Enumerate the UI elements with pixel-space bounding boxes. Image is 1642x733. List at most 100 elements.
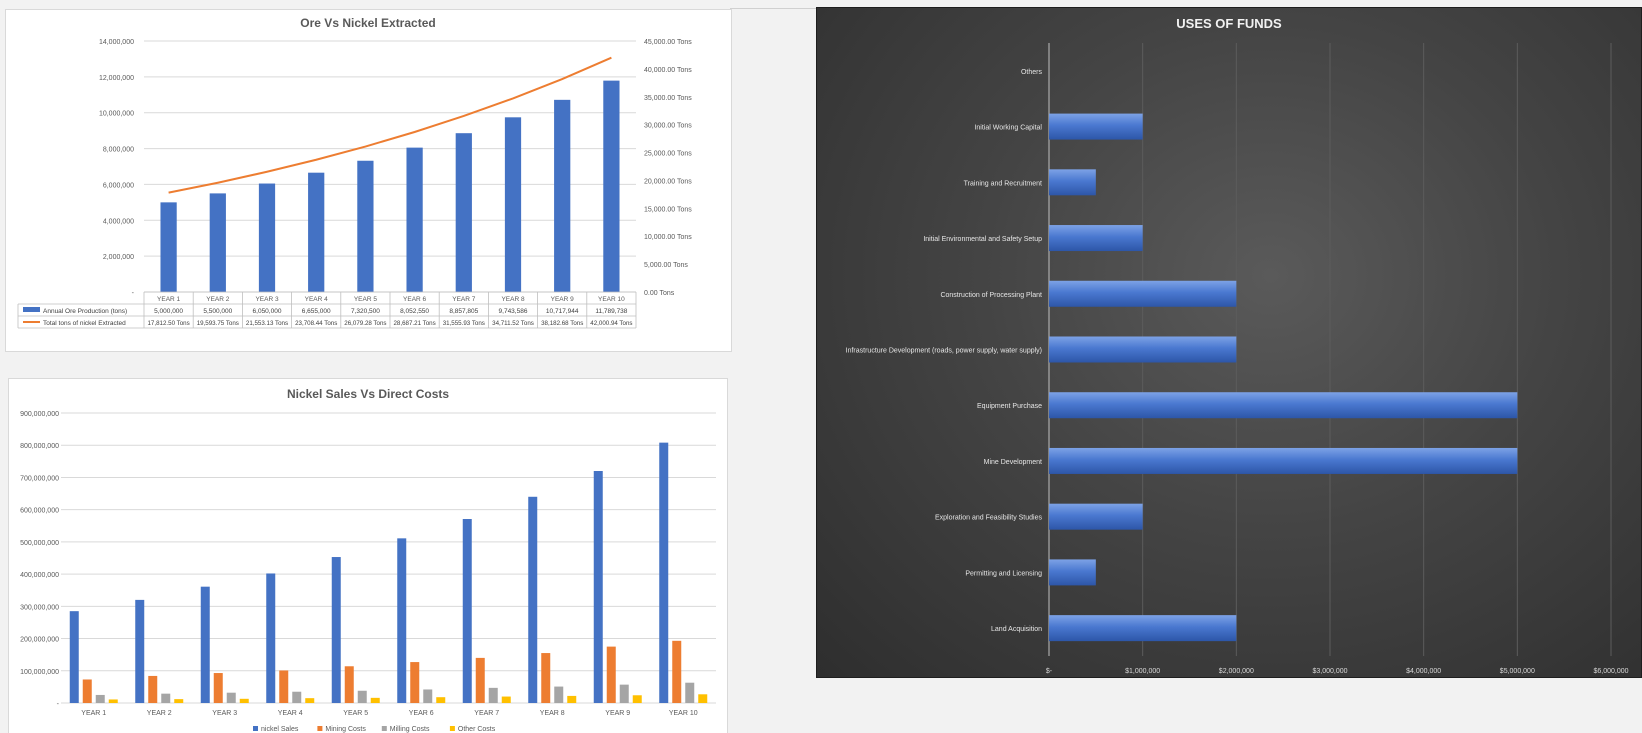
legend-label: Annual Ore Production (tons) — [43, 308, 127, 315]
series-bar — [135, 599, 145, 703]
table-cell: 7,320,500 — [351, 308, 380, 315]
x-tick-label: $- — [1046, 668, 1053, 675]
series-bar — [423, 689, 433, 703]
table-cell: 5,500,000 — [203, 308, 232, 315]
y-tick-label: 2,000,000 — [103, 254, 134, 261]
ore-bar — [258, 183, 276, 292]
category-label: YEAR 5 — [354, 296, 378, 303]
table-cell: 6,655,000 — [302, 308, 331, 315]
table-cell: 34,711.52 Tons — [492, 320, 534, 327]
y-tick-label: 12,000,000 — [99, 75, 134, 82]
category-label: YEAR 7 — [474, 710, 499, 717]
series-bar — [410, 662, 420, 703]
category-label: Infrastructure Development (roads, power… — [846, 348, 1042, 355]
category-label: YEAR 6 — [409, 710, 434, 717]
table-cell: 5,000,000 — [154, 308, 183, 315]
legend-label: Other Costs — [458, 726, 496, 733]
series-bar — [213, 673, 223, 703]
series-bar — [344, 666, 354, 703]
series-bar — [501, 696, 511, 703]
category-label: YEAR 3 — [212, 710, 237, 717]
category-label: Construction of Processing Plant — [940, 292, 1042, 299]
y-tick-label: 100,000,000 — [20, 669, 59, 676]
legend-label: nickel Sales — [261, 726, 299, 733]
table-cell: 26,079.28 Tons — [344, 320, 386, 327]
table-cell: 8,857,805 — [449, 308, 478, 315]
category-label: YEAR 7 — [452, 296, 476, 303]
table-cell: 11,789,738 — [595, 308, 627, 315]
y2-tick-label: 45,000.00 Tons — [644, 39, 692, 46]
y-tick-label: 8,000,000 — [103, 147, 134, 154]
series-bar — [606, 646, 616, 703]
y-tick-label: 10,000,000 — [99, 111, 134, 118]
series-bar — [370, 697, 380, 703]
y-tick-label: 6,000,000 — [103, 182, 134, 189]
category-label: YEAR 10 — [598, 296, 625, 303]
legend-swatch — [317, 726, 323, 731]
series-bar — [95, 694, 105, 703]
series-bar — [161, 693, 171, 703]
x-tick-label: $1,000,000 — [1125, 668, 1160, 675]
series-bar — [672, 640, 682, 703]
category-label: Equipment Purchase — [977, 403, 1042, 410]
fund-bar — [1049, 169, 1096, 196]
fund-bar — [1049, 225, 1143, 252]
series-bar — [200, 586, 210, 703]
y2-tick-label: 35,000.00 Tons — [644, 95, 692, 102]
series-bar — [632, 695, 642, 703]
series-bar — [436, 697, 446, 703]
series-bar — [357, 690, 367, 703]
table-cell: 6,050,000 — [253, 308, 282, 315]
y2-tick-label: 20,000.00 Tons — [644, 178, 692, 185]
series-bar — [266, 573, 276, 703]
y2-tick-label: 10,000.00 Tons — [644, 234, 692, 241]
series-bar — [488, 687, 498, 703]
y-tick-label: 500,000,000 — [20, 540, 59, 547]
ore-bar — [406, 147, 423, 292]
series-bar — [226, 692, 236, 703]
x-tick-label: $3,000,000 — [1312, 668, 1347, 675]
legend-label: Total tons of nickel Extracted — [43, 320, 126, 327]
x-tick-label: $5,000,000 — [1500, 668, 1535, 675]
fund-bar — [1049, 336, 1237, 363]
fund-bar — [1049, 447, 1518, 474]
series-bar — [69, 611, 79, 703]
nickel-line — [168, 56, 612, 194]
y-tick-label: 200,000,000 — [20, 637, 59, 644]
table-cell: 21,553.13 Tons — [246, 320, 288, 327]
category-label: YEAR 5 — [343, 710, 368, 717]
chart-title: USES OF FUNDS — [1176, 16, 1282, 31]
ore-bar — [308, 172, 325, 292]
category-label: YEAR 1 — [157, 296, 181, 303]
y-tick-label: 4,000,000 — [103, 218, 134, 225]
category-label: YEAR 8 — [501, 296, 525, 303]
series-bar — [239, 698, 249, 703]
category-label: YEAR 2 — [147, 710, 172, 717]
y-tick-label: 700,000,000 — [20, 475, 59, 482]
category-label: YEAR 1 — [81, 710, 106, 717]
fund-bar — [1049, 280, 1237, 307]
category-label: Permitting and Licensing — [965, 570, 1042, 577]
series-bar — [82, 679, 92, 703]
series-bar — [331, 557, 341, 703]
x-tick-label: $6,000,000 — [1593, 668, 1628, 675]
sales-vs-costs-chart: Nickel Sales Vs Direct Costs - 100,000,00… — [8, 378, 728, 733]
series-bar — [528, 496, 538, 703]
category-label: YEAR 8 — [540, 710, 565, 717]
category-label: Training and Recruitment — [964, 180, 1042, 187]
legend-swatch-ore — [23, 307, 40, 312]
y2-tick-label: 5,000.00 Tons — [644, 262, 688, 269]
series-bar — [462, 519, 472, 703]
category-label: Others — [1021, 69, 1043, 76]
y-tick-label: 400,000,000 — [20, 572, 59, 579]
table-cell: 8,052,550 — [400, 308, 429, 315]
table-cell: 10,717,944 — [546, 308, 579, 315]
ore-bar — [160, 202, 177, 292]
legend-label: Mining Costs — [325, 726, 366, 733]
x-tick-label: $4,000,000 — [1406, 668, 1441, 675]
table-cell: 42,000.94 Tons — [590, 320, 632, 327]
legend-label: Milling Costs — [390, 726, 430, 733]
y-tick-label: - — [132, 290, 135, 297]
y-tick-label: 800,000,000 — [20, 443, 59, 450]
category-label: Exploration and Feasibility Studies — [935, 515, 1043, 522]
